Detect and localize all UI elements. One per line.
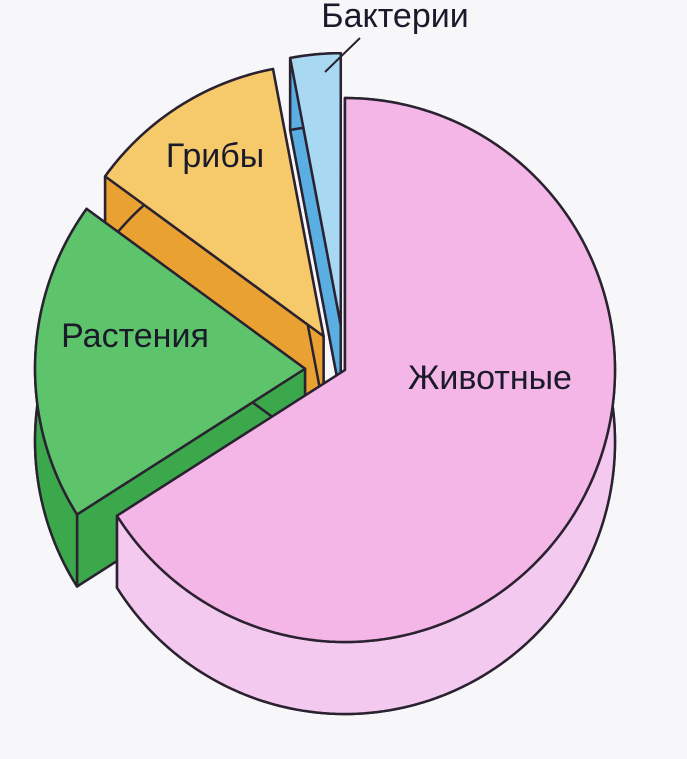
slice — [103, 67, 325, 338]
slice-label: Грибы — [166, 137, 264, 175]
slice — [288, 51, 343, 327]
slice-label: Растения — [61, 317, 209, 355]
slice-label: Животные — [408, 359, 572, 397]
slice — [115, 96, 617, 644]
leader-line — [324, 37, 361, 73]
slice-label: Бактерии — [321, 0, 468, 35]
slice — [33, 207, 307, 516]
